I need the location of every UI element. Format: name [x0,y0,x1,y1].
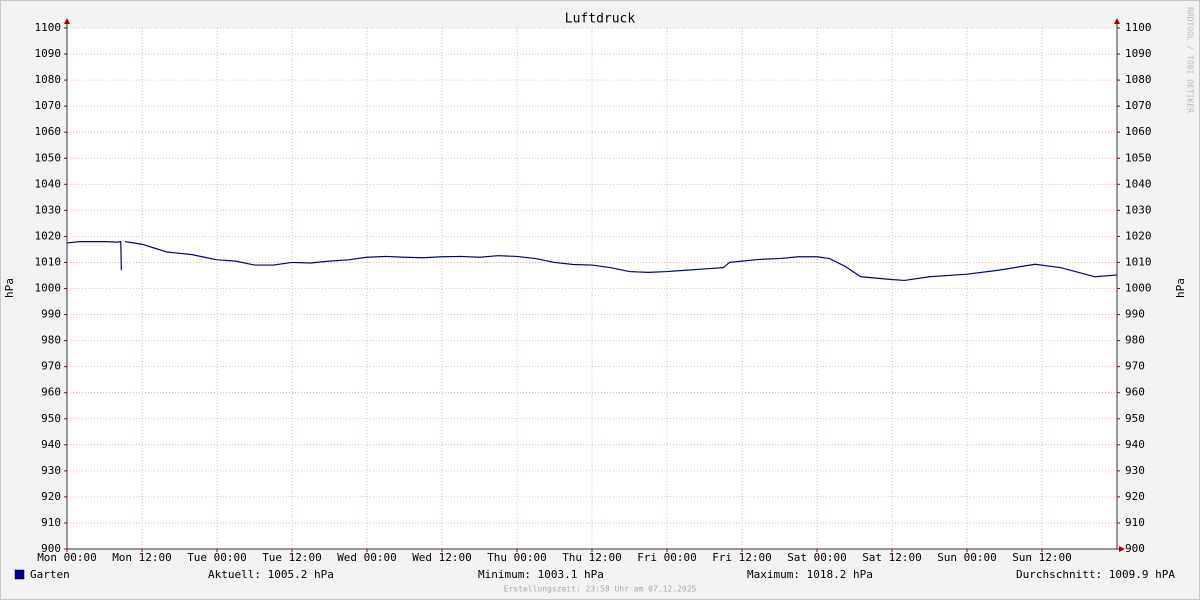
y-tick-label: 980 [1125,334,1145,347]
y-tick-label: 900 [1125,542,1145,555]
y-tick-label: 1090 [1125,47,1152,60]
y-tick-label: 1050 [1125,151,1152,164]
y-tick-label: 900 [41,542,61,555]
x-tick-label: Mon 00:00 [37,551,97,564]
x-tick-label: Wed 00:00 [337,551,397,564]
x-tick-label: Sat 00:00 [787,551,847,564]
x-tick-label: Fri 00:00 [637,551,697,564]
stat: Aktuell: 1005.2 hPa [208,568,334,581]
y-tick-label: 1000 [35,282,62,295]
chart-title: Luftdruck [565,12,636,27]
x-tick-label: Tue 12:00 [262,551,322,564]
y-tick-label: 930 [1125,464,1145,477]
y-tick-label: 1080 [1125,73,1152,86]
y-tick-label: 1030 [1125,203,1152,216]
y-tick-label: 960 [41,386,61,399]
x-tick-label: Sun 12:00 [1012,551,1072,564]
y-axis-label: hPa [1174,278,1187,298]
y-tick-label: 950 [1125,412,1145,425]
x-tick-label: Sun 00:00 [937,551,997,564]
y-tick-label: 1020 [1125,229,1152,242]
y-tick-label: 1100 [1125,21,1152,34]
y-tick-label: 1100 [35,21,62,34]
y-tick-label: 1040 [1125,177,1152,190]
x-tick-label: Thu 00:00 [487,551,547,564]
y-tick-label: 910 [1125,516,1145,529]
x-tick-label: Fri 12:00 [712,551,772,564]
y-tick-label: 1060 [35,125,62,138]
x-tick-label: Sat 12:00 [862,551,922,564]
axis-arrow [64,18,70,24]
x-tick-label: Mon 12:00 [112,551,172,564]
y-tick-label: 1090 [35,47,62,60]
stat: Durchschnitt: 1009.9 hPA [1016,568,1175,581]
y-tick-label: 920 [1125,490,1145,503]
stat: Minimum: 1003.1 hPa [478,568,604,581]
y-tick-label: 1060 [1125,125,1152,138]
y-tick-label: 920 [41,490,61,503]
x-tick-label: Tue 00:00 [187,551,247,564]
y-tick-label: 940 [41,438,61,451]
legend-label: Garten [30,568,70,581]
y-tick-label: 1080 [35,73,62,86]
x-tick-label: Wed 12:00 [412,551,472,564]
y-tick-label: 930 [41,464,61,477]
data-line [66,240,1118,282]
y-axis-label: hPa [3,278,16,298]
y-tick-label: 990 [1125,308,1145,321]
y-tick-label: 1040 [35,177,62,190]
y-tick-label: 910 [41,516,61,529]
axis-arrow [1114,18,1120,24]
y-tick-label: 970 [1125,360,1145,373]
y-tick-label: 980 [41,334,61,347]
y-tick-label: 1050 [35,151,62,164]
y-tick-label: 1070 [35,99,62,112]
y-tick-label: 1010 [35,255,62,268]
y-tick-label: 1020 [35,229,62,242]
axis-arrow [1119,546,1125,552]
y-tick-label: 1030 [35,203,62,216]
y-tick-label: 970 [41,360,61,373]
stat: Maximum: 1018.2 hPa [747,568,873,581]
legend-swatch [14,569,25,580]
watermark: RRDTOOL / TOBI OETIKER [1186,7,1195,113]
y-tick-label: 940 [1125,438,1145,451]
y-tick-label: 960 [1125,386,1145,399]
y-tick-label: 950 [41,412,61,425]
y-tick-label: 1070 [1125,99,1152,112]
y-tick-label: 1000 [1125,282,1152,295]
x-tick-label: Thu 12:00 [562,551,622,564]
footer: Erstellungszeit: 23:58 Uhr am 07.12.2025 [504,585,697,594]
y-tick-label: 1010 [1125,255,1152,268]
y-tick-label: 990 [41,308,61,321]
